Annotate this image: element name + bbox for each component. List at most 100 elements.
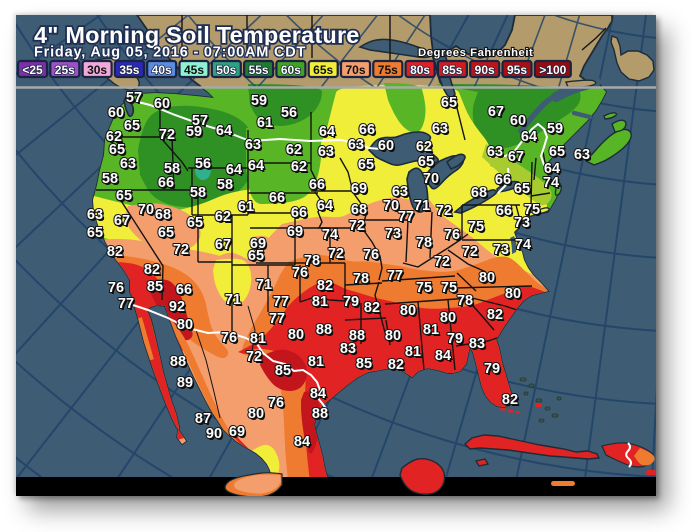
svg-text:76: 76 [446, 229, 462, 245]
svg-text:69: 69 [289, 226, 305, 242]
svg-text:64: 64 [544, 161, 560, 177]
svg-text:62: 62 [106, 129, 122, 145]
svg-text:25s: 25s [55, 63, 75, 77]
svg-text:78: 78 [459, 295, 475, 311]
svg-text:80: 80 [248, 406, 264, 422]
svg-text:82: 82 [502, 392, 518, 408]
svg-text:60: 60 [512, 115, 528, 131]
svg-text:80: 80 [290, 329, 306, 345]
svg-text:88: 88 [172, 356, 188, 372]
svg-text:78: 78 [306, 255, 322, 271]
svg-text:65: 65 [87, 225, 103, 241]
svg-text:79: 79 [484, 361, 500, 377]
svg-text:62: 62 [291, 159, 307, 175]
svg-text:84: 84 [294, 434, 310, 450]
svg-text:90: 90 [206, 426, 222, 442]
svg-text:60: 60 [108, 105, 124, 121]
svg-text:72: 72 [462, 244, 478, 260]
svg-text:56: 56 [281, 105, 297, 121]
svg-text:71: 71 [414, 198, 430, 214]
svg-text:68: 68 [155, 207, 171, 223]
svg-text:59: 59 [251, 93, 267, 109]
svg-text:80: 80 [442, 312, 458, 328]
svg-text:59: 59 [188, 126, 204, 142]
svg-text:65: 65 [514, 181, 530, 197]
svg-text:82: 82 [504, 394, 520, 410]
svg-text:66: 66 [495, 172, 511, 188]
svg-text:64: 64 [319, 200, 335, 216]
svg-text:72: 72 [436, 256, 452, 272]
svg-text:75: 75 [468, 219, 484, 235]
svg-text:45s: 45s [184, 63, 204, 77]
svg-text:80: 80 [288, 327, 304, 343]
svg-text:69: 69 [229, 424, 245, 440]
svg-text:63: 63 [320, 146, 336, 162]
svg-text:83: 83 [340, 341, 356, 357]
svg-text:63: 63 [394, 186, 410, 202]
svg-text:71: 71 [227, 294, 243, 310]
svg-text:58: 58 [217, 177, 233, 193]
svg-text:64: 64 [523, 131, 539, 147]
svg-text:79: 79 [343, 294, 359, 310]
svg-text:30s: 30s [87, 63, 107, 77]
svg-text:82: 82 [390, 359, 406, 375]
svg-text:62: 62 [108, 131, 124, 147]
svg-text:61: 61 [240, 201, 256, 217]
svg-text:65: 65 [418, 154, 434, 170]
svg-text:81: 81 [407, 346, 423, 362]
svg-text:80: 80 [387, 330, 403, 346]
svg-text:82: 82 [146, 264, 162, 280]
svg-text:35s: 35s [119, 63, 139, 77]
svg-text:63: 63 [489, 146, 505, 162]
svg-text:80: 80 [505, 286, 521, 302]
svg-text:85: 85 [147, 279, 163, 295]
svg-text:78: 78 [418, 237, 434, 253]
svg-text:88: 88 [351, 330, 367, 346]
svg-text:73: 73 [495, 244, 511, 260]
svg-text:82: 82 [489, 309, 505, 325]
svg-text:66: 66 [359, 122, 375, 138]
svg-text:65: 65 [358, 157, 374, 173]
svg-text:66: 66 [293, 207, 309, 223]
svg-text:64: 64 [228, 164, 244, 180]
svg-text:63: 63 [87, 207, 103, 223]
svg-text:72: 72 [434, 254, 450, 270]
svg-text:65: 65 [516, 183, 532, 199]
svg-text:<25: <25 [22, 63, 43, 77]
svg-text:65: 65 [420, 156, 436, 172]
svg-text:65: 65 [109, 142, 125, 158]
svg-text:64: 64 [218, 125, 234, 141]
svg-text:60: 60 [380, 140, 396, 156]
svg-text:68: 68 [157, 209, 173, 225]
svg-text:60: 60 [110, 107, 126, 123]
svg-text:81: 81 [312, 294, 328, 310]
svg-text:66: 66 [291, 205, 307, 221]
svg-text:85: 85 [149, 281, 165, 297]
svg-text:79: 79 [447, 331, 463, 347]
svg-text:76: 76 [444, 227, 460, 243]
svg-text:90s: 90s [475, 63, 495, 77]
svg-text:69: 69 [353, 183, 369, 199]
svg-text:65: 65 [160, 227, 176, 243]
svg-text:74: 74 [545, 177, 561, 193]
svg-text:79: 79 [345, 296, 361, 312]
svg-text:78: 78 [304, 253, 320, 269]
svg-text:57: 57 [192, 113, 208, 129]
svg-text:66: 66 [361, 124, 377, 140]
svg-text:75: 75 [418, 282, 434, 298]
svg-text:72: 72 [349, 218, 365, 234]
svg-text:58: 58 [219, 179, 235, 195]
svg-text:70: 70 [138, 202, 154, 218]
svg-text:89: 89 [179, 377, 195, 393]
svg-text:70: 70 [140, 204, 156, 220]
svg-text:63: 63 [247, 139, 263, 155]
svg-text:72: 72 [438, 205, 454, 221]
svg-text:67: 67 [510, 151, 526, 167]
svg-text:62: 62 [215, 209, 231, 225]
svg-text:72: 72 [328, 246, 344, 262]
svg-text:77: 77 [275, 296, 291, 312]
svg-text:80: 80 [481, 272, 497, 288]
svg-text:77: 77 [387, 268, 403, 284]
svg-text:81: 81 [314, 296, 330, 312]
svg-text:65: 65 [551, 146, 567, 162]
